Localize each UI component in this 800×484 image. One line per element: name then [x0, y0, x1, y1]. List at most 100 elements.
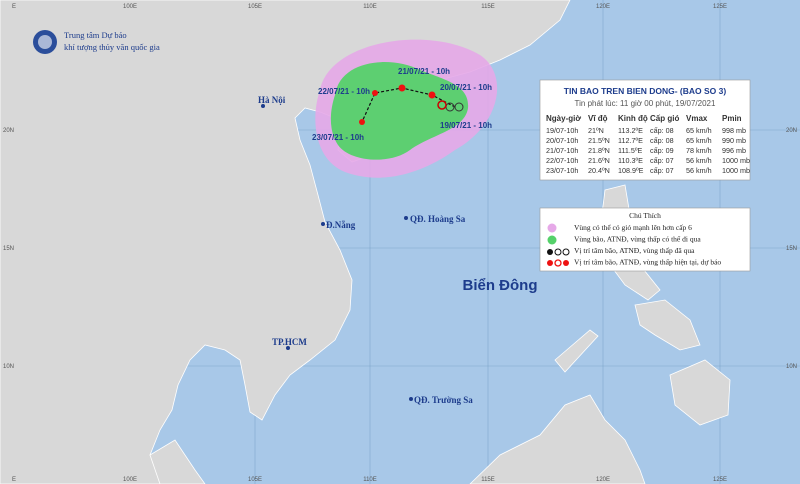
forecast-position: [428, 91, 436, 99]
legend-icon: [562, 248, 570, 256]
place-label: Hà Nội: [258, 95, 286, 105]
info-subtitle: Tin phát lúc: 11 giờ 00 phút, 19/07/2021: [575, 99, 716, 108]
track-label: 19/07/21 - 10h: [440, 121, 492, 130]
org-name: Trung tâm Dự báo: [64, 30, 127, 40]
track-label: 23/07/21 - 10h: [312, 133, 364, 142]
legend-box: [539, 207, 751, 272]
lon-label: 125E: [713, 477, 727, 483]
table-cell: 112.7ºE: [618, 136, 643, 145]
table-cell: 1000 mb: [722, 166, 750, 175]
palawan: [554, 329, 599, 373]
logo-mark: [38, 35, 52, 49]
lon-label: 115E: [481, 477, 495, 483]
place-label: TP.HCM: [272, 337, 307, 347]
city-dot: [261, 104, 265, 108]
lat-label: 15N: [786, 246, 797, 252]
corner-label: E: [12, 477, 16, 483]
corner-label: E: [12, 4, 16, 10]
legend-icon: [554, 248, 562, 256]
legend-item: Vùng có thể có gió mạnh lên hơn cấp 6: [574, 223, 692, 232]
column-header: Cấp gió: [650, 114, 679, 123]
lon-label: 120E: [596, 477, 610, 483]
past-position: [454, 102, 464, 112]
column-header: Kinh độ: [618, 114, 648, 123]
table-cell: 21.5ºN: [588, 136, 610, 145]
place-label: Đ.Nẵng: [326, 220, 356, 230]
storm-path-zone: [330, 62, 469, 160]
info-box: [539, 79, 751, 181]
table-cell: 111.5ºE: [618, 146, 643, 155]
borneo: [469, 394, 646, 484]
table-cell: 21ºN: [588, 126, 604, 135]
current-position: [437, 100, 447, 110]
table-cell: 990 mb: [722, 136, 746, 145]
table-cell: 21/07-10h: [546, 146, 578, 155]
column-header: Pmin: [722, 114, 742, 123]
place-label: QĐ. Trường Sa: [414, 395, 473, 405]
table-cell: 20/07-10h: [546, 136, 578, 145]
table-cell: 996 mb: [722, 146, 746, 155]
table-cell: 56 km/h: [686, 156, 712, 165]
table-cell: 998 mb: [722, 126, 746, 135]
lon-label: 110E: [363, 4, 377, 10]
info-title: TIN BAO TREN BIEN DONG- (BAO SO 3): [564, 86, 727, 96]
sea-label: Biển Đông: [463, 277, 538, 294]
table-cell: 113.2ºE: [618, 126, 643, 135]
legend-title: Chú Thích: [629, 211, 661, 220]
table-cell: 108.9ºE: [618, 166, 644, 175]
legend-icon: [563, 260, 569, 266]
table-cell: 21.6ºN: [588, 156, 610, 165]
lat-label: 10N: [3, 364, 14, 370]
column-header: Vĩ độ: [588, 114, 608, 123]
legend-icon: [554, 259, 562, 267]
column-header: Ngày-giờ: [546, 114, 581, 123]
legend-item: Vị trí tâm bão, ATNĐ, vùng thấp hiện tại…: [574, 258, 721, 267]
legend-item: Vùng bão, ATNĐ, vùng thấp có thể đi qua: [574, 235, 701, 244]
legend-swatch: [547, 235, 557, 245]
lon-label: 115E: [481, 4, 495, 10]
table-cell: 110.3ºE: [618, 156, 643, 165]
lon-label: 110E: [363, 477, 377, 483]
visayas: [634, 299, 701, 351]
city-dot: [321, 222, 325, 226]
lon-label: 100E: [123, 477, 137, 483]
table-cell: cấp: 07: [650, 156, 674, 165]
table-cell: 56 km/h: [686, 166, 712, 175]
lon-label: 100E: [123, 4, 137, 10]
legend-swatch: [547, 223, 557, 233]
table-cell: 23/07-10h: [546, 166, 578, 175]
city-dot: [286, 346, 290, 350]
lat-label: 20N: [786, 128, 797, 134]
track-label: 21/07/21 - 10h: [398, 67, 450, 76]
table-cell: cấp: 08: [650, 126, 674, 135]
table-cell: cấp: 07: [650, 166, 674, 175]
legend-icon: [547, 249, 553, 255]
table-cell: cấp: 08: [650, 136, 674, 145]
legend-icon: [547, 260, 553, 266]
lon-label: 125E: [713, 4, 727, 10]
lat-label: 15N: [3, 246, 14, 252]
table-cell: 21.8ºN: [588, 146, 610, 155]
mindanao: [669, 359, 731, 426]
track-label: 22/07/21 - 10h: [318, 87, 370, 96]
lon-label: 105E: [248, 4, 262, 10]
lon-label: 105E: [248, 477, 262, 483]
table-cell: 20.4ºN: [588, 166, 610, 175]
lon-label: 120E: [596, 4, 610, 10]
malay-peninsula: [149, 439, 206, 484]
lat-label: 10N: [786, 364, 797, 370]
legend-item: Vị trí tâm bão, ATNĐ, vùng thấp đã qua: [574, 246, 695, 255]
table-cell: 78 km/h: [686, 146, 712, 155]
table-cell: 65 km/h: [686, 136, 712, 145]
city-dot: [404, 216, 408, 220]
labels: 100E 100E 105E 105E 110E 110E 115E 115E 120E 120E…: [3, 4, 797, 483]
forecast-position: [398, 84, 406, 92]
track-label: 20/07/21 - 10h: [440, 83, 492, 92]
table-cell: 19/07-10h: [546, 126, 578, 135]
table-cell: 1000 mb: [722, 156, 750, 165]
table-cell: cấp: 09: [650, 146, 674, 155]
table-cell: 22/07-10h: [546, 156, 578, 165]
column-header: Vmax: [686, 114, 708, 123]
place-label: QĐ. Hoàng Sa: [410, 214, 466, 224]
